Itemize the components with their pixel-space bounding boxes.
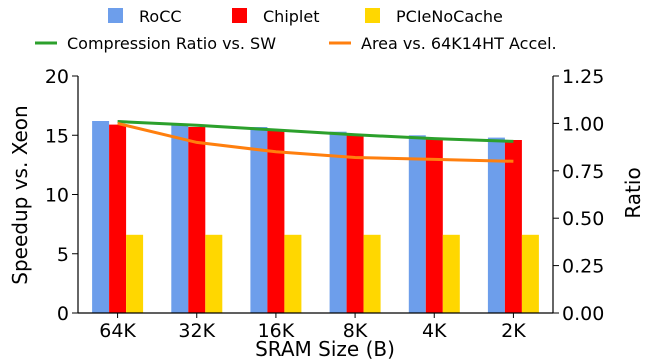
line-area-vs-64k14ht-accel- <box>117 121 514 163</box>
y-tick-label: 20 <box>45 66 69 88</box>
legend-label: Compression Ratio vs. SW <box>67 34 276 53</box>
y2-tick-label: 0.75 <box>562 161 604 183</box>
x-tick-label: 2K <box>501 320 526 342</box>
x-tick-label: 32K <box>178 320 215 342</box>
bar-rocc-64k <box>92 121 110 313</box>
y2-tick-label: 0.50 <box>562 208 604 230</box>
y-axis-label: Speedup vs. Xeon <box>8 105 32 284</box>
bar-rocc-16k <box>250 127 268 313</box>
bar-pcienocache-4k <box>442 234 460 313</box>
bar-chiplet-32k <box>188 127 206 313</box>
legend-label: RoCC <box>139 7 182 26</box>
legend-label: PCIeNoCache <box>396 7 503 26</box>
bar-chiplet-8k <box>346 135 364 314</box>
legend-swatch-chiplet <box>232 8 247 23</box>
y2-tick-label: 1.00 <box>562 113 604 135</box>
y2-axis-label: Ratio <box>621 167 645 218</box>
y2-tick-label: 0.25 <box>562 256 604 278</box>
x-tick-label: 64K <box>99 320 136 342</box>
x-tick-label: 8K <box>343 320 368 342</box>
x-tick-label: 4K <box>422 320 447 342</box>
bar-rocc-8k <box>329 131 347 313</box>
bar-pcienocache-64k <box>126 234 144 313</box>
line-compression-ratio-vs-sw <box>117 120 514 143</box>
y-tick-label: 0 <box>57 303 69 325</box>
bar-chiplet-2k <box>504 140 522 313</box>
bar-pcienocache-16k <box>284 234 302 313</box>
y-tick-label: 10 <box>45 185 69 207</box>
y-tick-label: 15 <box>45 125 69 147</box>
legend-swatch-pcienocache <box>365 8 380 23</box>
x-axis-label: SRAM Size (B) <box>255 337 395 361</box>
bar-rocc-32k <box>171 124 189 313</box>
axes-layer: 0 5 10 15 20 0.00 0.25 0.50 0.75 1.00 1.25 64K 32K 16… <box>45 66 605 342</box>
legend-swatch-rocc <box>108 8 123 23</box>
bar-pcienocache-8k <box>363 234 381 313</box>
legend-label: Area vs. 64K14HT Accel. <box>361 34 557 53</box>
y-tick-label: 5 <box>57 244 69 266</box>
bars-layer <box>92 121 539 314</box>
bar-pcienocache-2k <box>521 234 539 313</box>
bar-pcienocache-32k <box>205 234 223 313</box>
y2-tick-label: 0.00 <box>562 303 604 325</box>
bar-chiplet-4k <box>425 137 443 313</box>
y2-tick-label: 1.25 <box>562 66 604 88</box>
lines-layer <box>117 120 514 163</box>
bar-rocc-2k <box>487 137 505 313</box>
x-tick-label: 16K <box>258 320 295 342</box>
legend: RoCC Chiplet PCIeNoCache Compression Ratio … <box>35 7 557 53</box>
bar-rocc-4k <box>408 135 426 314</box>
bar-chiplet-64k <box>109 124 127 313</box>
legend-label: Chiplet <box>263 7 319 26</box>
bar-chiplet-16k <box>267 130 285 313</box>
